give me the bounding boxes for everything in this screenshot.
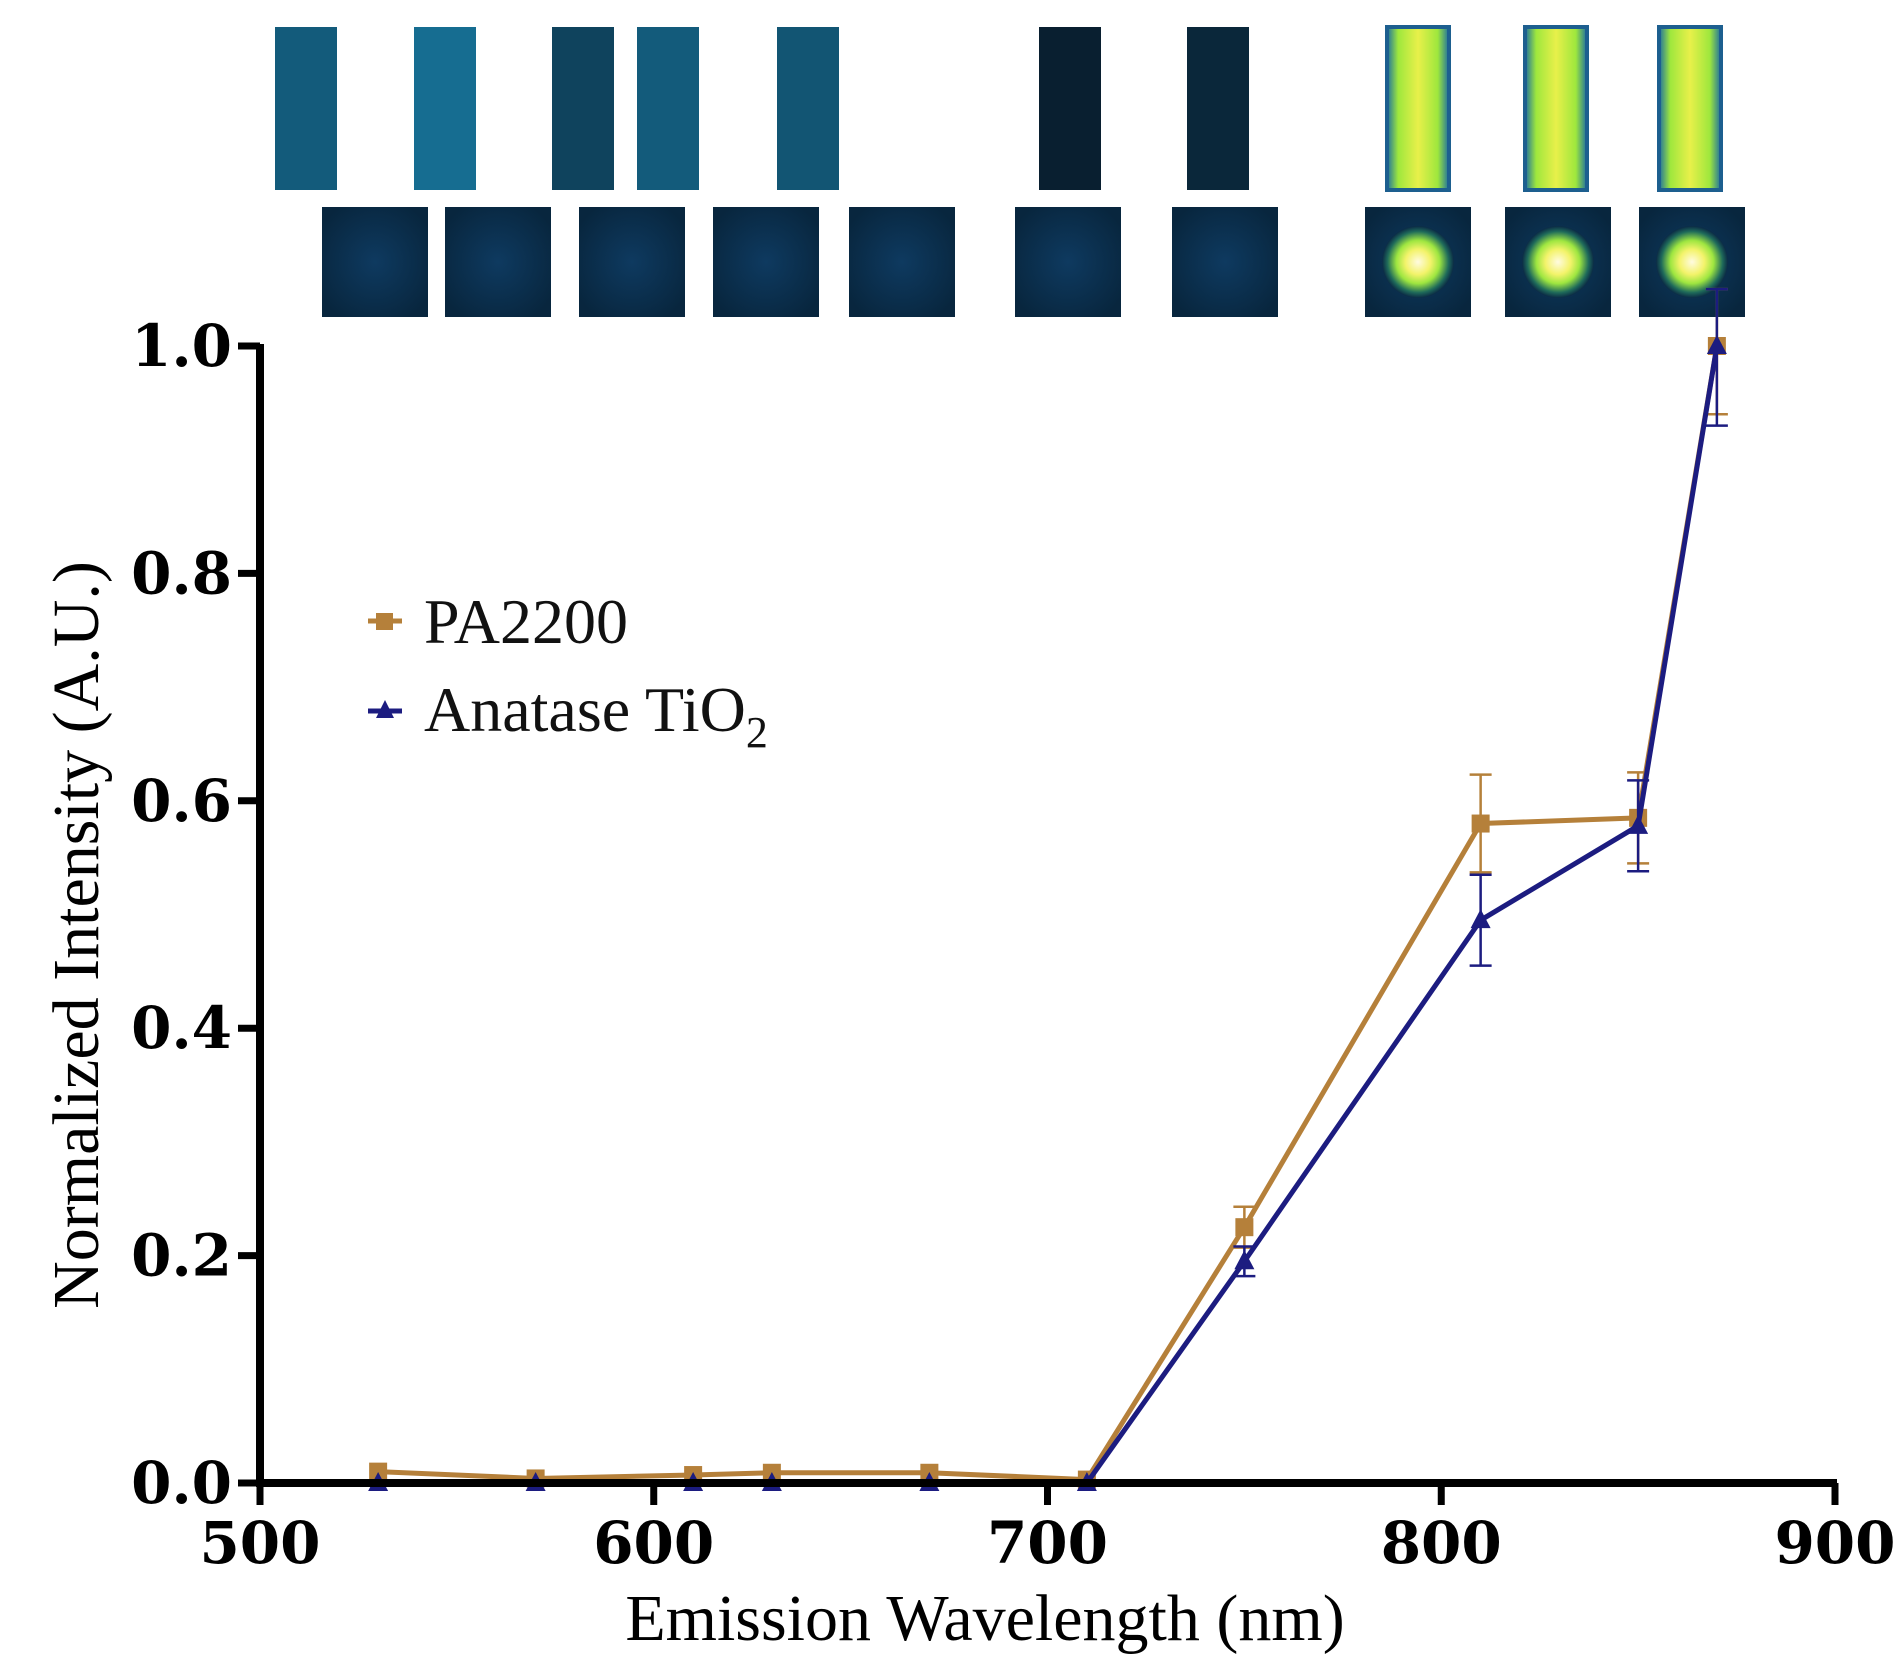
legend-label-anatase-tio2: Anatase TiO2	[424, 674, 768, 757]
emission-square-750	[1172, 207, 1278, 317]
x-tick-label-700: 700	[987, 1509, 1108, 1577]
data-point-pa2200-530	[369, 1462, 388, 1481]
data-point-anatase-tio2-750	[1234, 1250, 1255, 1270]
data-point-pa2200-810	[1471, 814, 1490, 833]
axes: 500 600 700 800 900 0.0 0.2 0.4 0.6 0.8 1.0	[131, 312, 1895, 1577]
emission-square-670	[849, 207, 955, 317]
legend-entry-anatase-tio2: Anatase TiO2	[368, 674, 768, 757]
plot-series	[368, 287, 1728, 1491]
y-tick-label-3: 0.6	[131, 767, 232, 835]
data-point-anatase-tio2-850	[1628, 814, 1649, 834]
data-point-anatase-tio2-810	[1470, 909, 1491, 929]
y-tick-label-2: 0.4	[131, 994, 232, 1062]
emission-square-710	[1015, 207, 1121, 317]
emission-strip-570	[414, 27, 476, 190]
series-pa2200	[369, 287, 1728, 1489]
emission-square-570	[445, 207, 551, 317]
emission-strip-870	[1657, 25, 1723, 192]
y-tick-label-0: 0.0	[131, 1449, 232, 1517]
emission-square-530	[322, 207, 428, 317]
series-line-pa2200	[378, 345, 1720, 1483]
series-line-anatase-tio2	[378, 345, 1720, 1486]
emission-strip-630	[637, 27, 699, 190]
emission-square-610	[579, 207, 685, 317]
emission-spot-870	[1656, 226, 1728, 298]
x-tick-label-900: 900	[1774, 1509, 1895, 1577]
emission-spot-850	[1522, 226, 1594, 298]
legend-label-anatase-main: Anatase TiO	[424, 674, 746, 745]
emission-strip-850	[1523, 25, 1589, 192]
series-anatase-tio2	[368, 287, 1728, 1491]
emission-strip-750	[1187, 27, 1249, 190]
x-tick-label-800: 800	[1381, 1509, 1502, 1577]
y-tick-label-1: 0.2	[131, 1222, 232, 1290]
x-tick-label-600: 600	[593, 1509, 714, 1577]
y-axis-title: Normalized Intensity (A.U.)	[40, 561, 113, 1309]
emission-strip-530	[275, 27, 337, 190]
y-tick-label-4: 0.8	[131, 539, 232, 607]
emission-strip-710	[1039, 27, 1101, 190]
legend-label-anatase-subscript: 2	[746, 708, 768, 757]
y-tick-label-5: 1.0	[131, 312, 232, 380]
legend-entry-pa2200: PA2200	[368, 586, 628, 657]
emission-strip-610	[552, 27, 614, 190]
legend-label-pa2200: PA2200	[424, 586, 628, 657]
emission-spot-810	[1382, 226, 1454, 298]
emission-square-630	[713, 207, 819, 317]
data-point-anatase-tio2-870	[1706, 335, 1727, 354]
sample-images	[275, 25, 1745, 317]
emission-strip-670	[777, 27, 839, 190]
x-tick-label-500: 500	[199, 1509, 320, 1577]
legend: PA2200 Anatase TiO2	[368, 586, 768, 757]
x-axis-title: Emission Wavelength (nm)	[625, 1582, 1344, 1655]
data-point-pa2200-750	[1235, 1218, 1254, 1237]
emission-strip-810	[1385, 25, 1451, 192]
